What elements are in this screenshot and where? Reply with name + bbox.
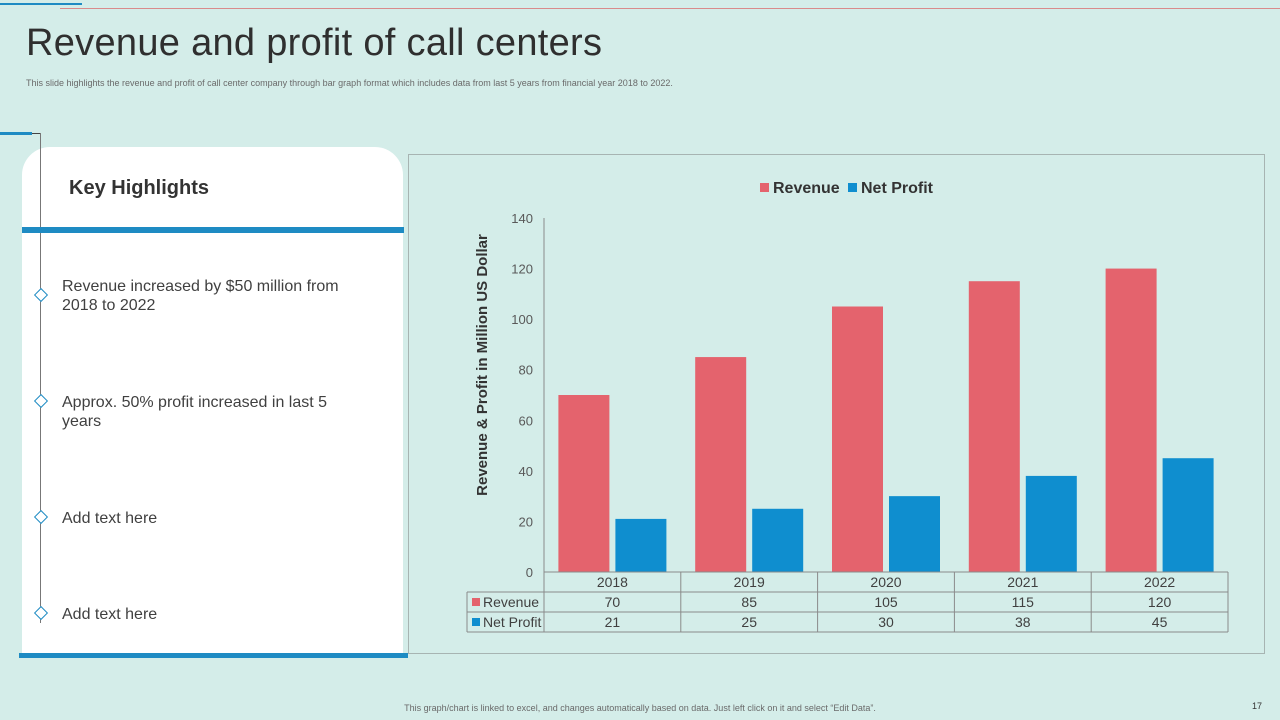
page-number: 17: [1251, 701, 1262, 711]
timeline-connector: [32, 133, 40, 134]
top-rule: [60, 8, 1280, 9]
footer-note: This graph/chart is linked to excel, and…: [404, 703, 876, 713]
panel-accent-top: [0, 132, 32, 135]
key-highlights-divider: [22, 227, 404, 233]
slide-title: Revenue and profit of call centers: [26, 22, 603, 64]
highlight-item-4: Add text here: [62, 606, 158, 623]
chart-frame: [408, 154, 1265, 654]
key-highlights-title: Key Highlights: [69, 177, 210, 199]
slide-subtitle: This slide highlights the revenue and pr…: [26, 78, 673, 88]
highlight-item-3: Add text here: [62, 510, 158, 527]
panel-accent-bottom: [19, 653, 408, 658]
top-accent: [0, 3, 82, 5]
timeline-line: [40, 133, 41, 623]
highlight-item-2: Approx. 50% profit increased in last 5 y…: [62, 394, 328, 430]
highlight-item-1: Revenue increased by $50 million from 20…: [62, 278, 339, 314]
